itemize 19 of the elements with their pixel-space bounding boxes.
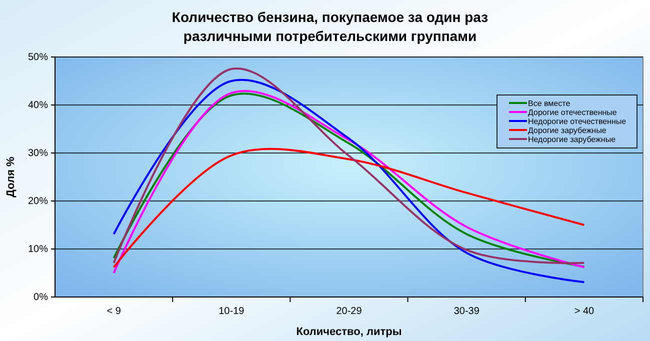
y-tick-label: 30%: [28, 148, 48, 160]
y-tick-label: 40%: [28, 100, 48, 112]
x-tick-label: < 9: [106, 306, 122, 318]
chart-title: Количество бензина, покупаемое за один раз различными потребительскими группами: [172, 9, 488, 44]
x-tick-label: 30-39: [454, 306, 480, 318]
legend-label: Недорогие зарубежные: [528, 135, 616, 144]
x-tick-label: 10-19: [218, 306, 245, 318]
y-tick-label: 50%: [28, 52, 48, 64]
y-tick-label: 0%: [34, 292, 48, 304]
x-axis-title: Количество, литры: [296, 326, 402, 338]
y-tick-label: 20%: [28, 196, 48, 208]
y-tick-label: 10%: [28, 244, 48, 256]
x-tick-label: > 40: [574, 306, 595, 318]
legend-label: Недорогие отечественные: [528, 117, 627, 126]
x-tick-label: 20-29: [336, 306, 362, 318]
legend-label: Дорогие отечественные: [528, 108, 618, 117]
legend-label: Все вместе: [528, 99, 571, 108]
legend-label: Дорогие зарубежные: [528, 126, 607, 135]
y-axis-title: Доля %: [5, 156, 17, 198]
